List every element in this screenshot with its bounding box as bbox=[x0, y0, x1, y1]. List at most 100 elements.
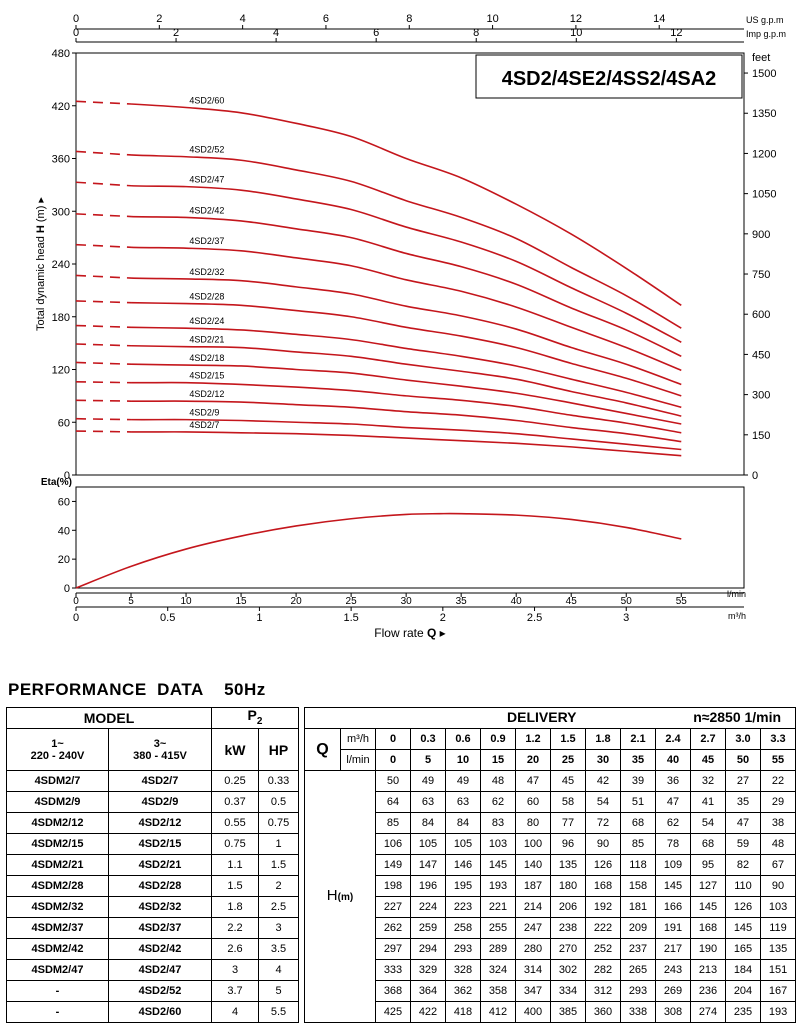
y2-tick-label: 750 bbox=[752, 269, 770, 281]
power-hp: 0.33 bbox=[258, 770, 299, 792]
head-curve-4SD2/7 bbox=[131, 431, 682, 457]
head-value: 77 bbox=[550, 812, 586, 834]
us-gpm-tick-label: 4 bbox=[240, 13, 246, 25]
head-value: 236 bbox=[690, 980, 726, 1002]
head-value: 158 bbox=[620, 875, 656, 897]
curve-label-4SD2/18: 4SD2/18 bbox=[189, 353, 224, 363]
head-value: 187 bbox=[515, 875, 551, 897]
head-value: 252 bbox=[585, 938, 621, 960]
head-curve-dashed-4SD2/37 bbox=[75, 243, 132, 249]
head-curve-4SD2/28 bbox=[131, 301, 682, 397]
model-header: MODEL bbox=[6, 707, 212, 729]
model-three-phase: 4SD2/21 bbox=[108, 854, 212, 876]
lmin-tick-label: 15 bbox=[236, 596, 248, 607]
head-value: 110 bbox=[725, 875, 761, 897]
head-value: 39 bbox=[620, 770, 656, 792]
m3h-tick-label: 3 bbox=[623, 612, 629, 624]
head-value: 258 bbox=[445, 917, 481, 939]
m3h-tick-label: 2 bbox=[440, 612, 446, 624]
head-value: 90 bbox=[759, 875, 797, 897]
lmin-tick-label: 55 bbox=[676, 596, 688, 607]
head-value: 274 bbox=[690, 1001, 726, 1023]
curve-label-4SD2/60: 4SD2/60 bbox=[189, 96, 224, 106]
head-value: 47 bbox=[515, 770, 551, 792]
imp-gpm-tick-label: 4 bbox=[273, 27, 279, 39]
model-single-phase: 4SDM2/47 bbox=[6, 959, 109, 981]
y-tick-label: 120 bbox=[52, 365, 70, 377]
power-kw: 3.7 bbox=[211, 980, 259, 1002]
imp-gpm-tick-label: 2 bbox=[173, 27, 179, 39]
q-m3h-value: 2.1 bbox=[620, 728, 656, 750]
model-single-phase: 4SDM2/42 bbox=[6, 938, 109, 960]
curve-label-4SD2/21: 4SD2/21 bbox=[189, 335, 224, 345]
curve-label-4SD2/9: 4SD2/9 bbox=[189, 408, 219, 418]
table-row: 4SDM2/7 4SD2/7 0.25 0.33 H(m) 50 49 49 48 47 45 42 3… bbox=[6, 770, 797, 1023]
head-value: 204 bbox=[725, 980, 761, 1002]
y2-tick-label: 0 bbox=[752, 470, 758, 482]
x-axis-label: Flow rate Q ▸ bbox=[374, 626, 445, 640]
head-value: 72 bbox=[585, 812, 621, 834]
us-gpm-tick-label: 2 bbox=[156, 13, 162, 25]
column-gap bbox=[298, 1001, 305, 1023]
head-value: 293 bbox=[445, 938, 481, 960]
chart-title: 4SD2/4SE2/4SS2/4SA2 bbox=[502, 68, 717, 90]
head-value: 22 bbox=[759, 770, 797, 792]
table-row: 4SDM2/32 4SD2/32 1.8 2.5 227 224 223 221 214 206 1… bbox=[6, 896, 797, 918]
head-curve-dashed-4SD2/18 bbox=[75, 361, 132, 366]
power-hp: 3 bbox=[258, 917, 299, 939]
column-gap bbox=[298, 854, 305, 876]
head-value: 48 bbox=[480, 770, 516, 792]
curve-label-4SD2/47: 4SD2/47 bbox=[189, 175, 224, 185]
y-tick-label: 240 bbox=[52, 259, 70, 271]
head-value: 62 bbox=[480, 791, 516, 813]
head-curve-dashed-4SD2/60 bbox=[75, 100, 132, 105]
head-value: 67 bbox=[759, 854, 797, 876]
head-value: 385 bbox=[550, 1001, 586, 1023]
imp-gpm-tick-label: 10 bbox=[570, 27, 582, 39]
head-value: 51 bbox=[620, 791, 656, 813]
curve-label-4SD2/28: 4SD2/28 bbox=[189, 292, 224, 302]
table-row: 4SDM2/12 4SD2/12 0.55 0.75 85 84 84 83 80 77 72 68 6… bbox=[6, 812, 797, 834]
head-curve-dashed-4SD2/7 bbox=[75, 430, 132, 433]
head-curve-4SD2/15 bbox=[131, 381, 682, 434]
lmin-axis-label: l/min bbox=[727, 589, 746, 599]
head-value: 68 bbox=[690, 833, 726, 855]
delivery-header: DELIVERY n≈2850 1/min bbox=[303, 707, 797, 729]
m3h-unit: m³/h bbox=[340, 728, 376, 750]
lmin-tick-label: 5 bbox=[128, 596, 134, 607]
table-row: -4SD2/60 4 5.5 425 422 418 412 400 385 360 338 308 2… bbox=[6, 1001, 797, 1023]
model-three-phase: 4SD2/9 bbox=[108, 791, 212, 813]
column-gap bbox=[298, 938, 305, 960]
head-value: 168 bbox=[585, 875, 621, 897]
y-tick-label: 420 bbox=[52, 101, 70, 113]
lmin-tick-label: 0 bbox=[73, 596, 79, 607]
head-value: 412 bbox=[480, 1001, 516, 1023]
model-three-phase: 4SD2/28 bbox=[108, 875, 212, 897]
power-kw: 1.1 bbox=[211, 854, 259, 876]
head-curve-4SD2/9 bbox=[131, 418, 682, 451]
power-kw: 2.6 bbox=[211, 938, 259, 960]
column-gap bbox=[298, 896, 305, 918]
head-value: 222 bbox=[585, 917, 621, 939]
q-lmin-value: 15 bbox=[480, 749, 516, 771]
head-value: 95 bbox=[690, 854, 726, 876]
imp-gpm-label: Imp g.p.m bbox=[746, 29, 786, 39]
head-value: 85 bbox=[375, 812, 411, 834]
y-tick-label: 360 bbox=[52, 154, 70, 166]
lmin-tick-label: 45 bbox=[566, 596, 578, 607]
p2-header: P2 bbox=[211, 707, 299, 729]
model-single-phase: 4SDM2/32 bbox=[6, 896, 109, 918]
head-value: 190 bbox=[690, 938, 726, 960]
q-lmin-value: 10 bbox=[445, 749, 481, 771]
q-header: Q bbox=[304, 728, 341, 771]
us-gpm-tick-label: 0 bbox=[73, 13, 79, 25]
power-kw: 3 bbox=[211, 959, 259, 981]
q-m3h-value: 0 bbox=[375, 728, 411, 750]
power-kw: 0.55 bbox=[211, 812, 259, 834]
head-value: 54 bbox=[585, 791, 621, 813]
eta-tick-label: 0 bbox=[64, 583, 70, 595]
head-value: 62 bbox=[655, 812, 691, 834]
power-kw: 0.75 bbox=[211, 833, 259, 855]
power-hp: 0.5 bbox=[258, 791, 299, 813]
head-value: 181 bbox=[620, 896, 656, 918]
